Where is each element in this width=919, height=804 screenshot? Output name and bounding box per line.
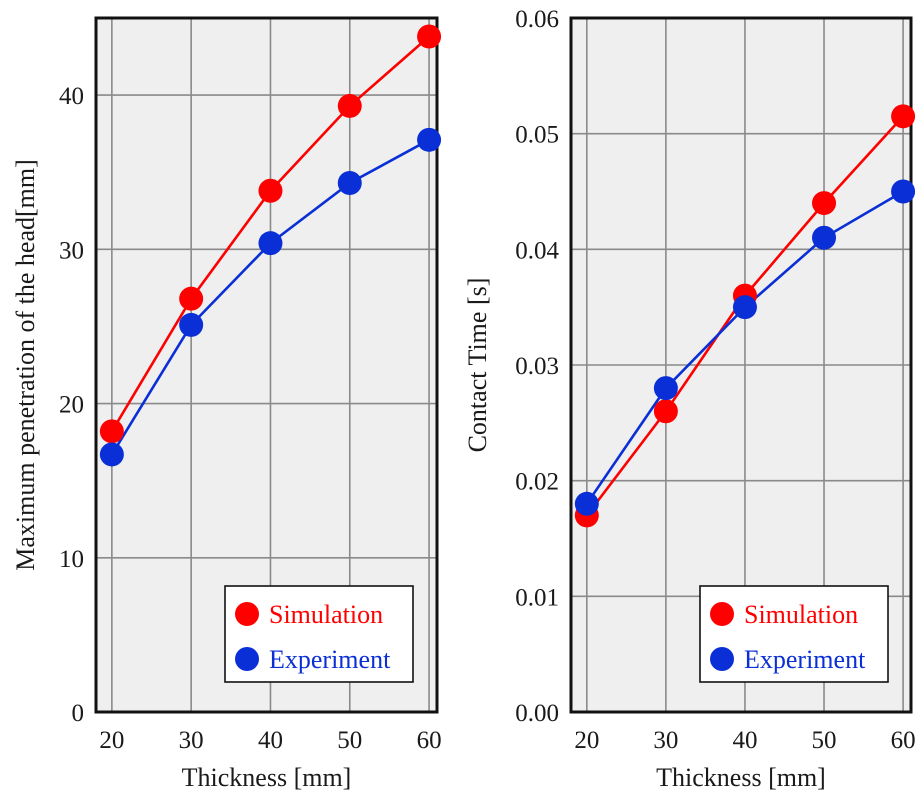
plot-frame bbox=[94, 16, 439, 714]
legend-marker-experiment bbox=[710, 647, 734, 671]
data-point-experiment bbox=[812, 225, 837, 250]
legend-marker-experiment bbox=[235, 647, 259, 671]
legend-marker-simulation bbox=[235, 602, 259, 626]
legend-box bbox=[224, 585, 414, 683]
data-point-simulation bbox=[337, 93, 362, 118]
legend-label-simulation: Simulation bbox=[744, 600, 858, 629]
x-tick-label: 60 bbox=[417, 727, 442, 754]
data-point-simulation bbox=[258, 178, 283, 203]
x-tick-label: 20 bbox=[99, 727, 124, 754]
data-point-experiment bbox=[653, 376, 678, 401]
x-axis-label: Thickness [mm] bbox=[182, 763, 352, 792]
x-tick-label: 50 bbox=[812, 727, 837, 754]
y-tick-label: 40 bbox=[59, 83, 84, 110]
x-tick-label: 60 bbox=[891, 727, 916, 754]
y-tick-label: 0.03 bbox=[515, 353, 559, 380]
data-point-simulation bbox=[179, 286, 204, 311]
x-axis-label: Thickness [mm] bbox=[656, 763, 826, 792]
y-tick-label: 0.04 bbox=[515, 237, 559, 264]
legend-label-experiment: Experiment bbox=[269, 645, 391, 674]
y-tick-label: 0.00 bbox=[515, 700, 559, 727]
y-tick-label: 10 bbox=[59, 546, 84, 573]
y-tick-label: 0.02 bbox=[515, 469, 559, 496]
y-tick-label: 0.05 bbox=[515, 122, 559, 149]
data-point-simulation bbox=[891, 104, 916, 129]
y-axis-label: Maximum penetration of the head[mm] bbox=[11, 159, 40, 571]
data-point-experiment bbox=[574, 491, 599, 516]
y-axis-label: Contact Time [s] bbox=[463, 278, 492, 453]
data-point-experiment bbox=[891, 179, 916, 204]
y-tick-label: 0.01 bbox=[515, 584, 559, 611]
x-tick-label: 50 bbox=[337, 727, 362, 754]
y-tick-label: 30 bbox=[59, 237, 84, 264]
legend-label-simulation: Simulation bbox=[269, 600, 383, 629]
plot-frame bbox=[569, 16, 913, 714]
x-tick-label: 30 bbox=[653, 727, 678, 754]
chart-panel-1: 20 30 40 50 60 0 10 20 30 40 Thickness [mm] Maximum… bbox=[11, 16, 442, 792]
data-point-experiment bbox=[179, 312, 204, 337]
data-point-experiment bbox=[417, 127, 442, 152]
y-tick-label: 0 bbox=[72, 700, 85, 727]
data-point-experiment bbox=[99, 442, 124, 467]
legend-label-experiment: Experiment bbox=[744, 645, 866, 674]
data-point-simulation bbox=[99, 419, 124, 444]
data-point-experiment bbox=[732, 295, 757, 320]
x-tick-label: 30 bbox=[179, 727, 204, 754]
legend-marker-simulation bbox=[710, 602, 734, 626]
y-tick-label: 20 bbox=[59, 392, 84, 419]
data-point-simulation bbox=[812, 191, 837, 216]
data-point-experiment bbox=[337, 171, 362, 196]
x-tick-label: 20 bbox=[574, 727, 599, 754]
chart-panel-2: 20 30 40 50 60 0.00 0.01 0.02 0.03 0.04 0.05 0.06 Th… bbox=[463, 6, 916, 792]
y-tick-label: 0.06 bbox=[515, 6, 559, 33]
x-tick-label: 40 bbox=[732, 727, 757, 754]
data-point-simulation bbox=[417, 24, 442, 49]
x-tick-label: 40 bbox=[258, 727, 283, 754]
legend: Simulation Experiment bbox=[224, 585, 414, 683]
data-point-simulation bbox=[653, 399, 678, 424]
legend: Simulation Experiment bbox=[699, 585, 889, 683]
data-point-experiment bbox=[258, 231, 283, 256]
